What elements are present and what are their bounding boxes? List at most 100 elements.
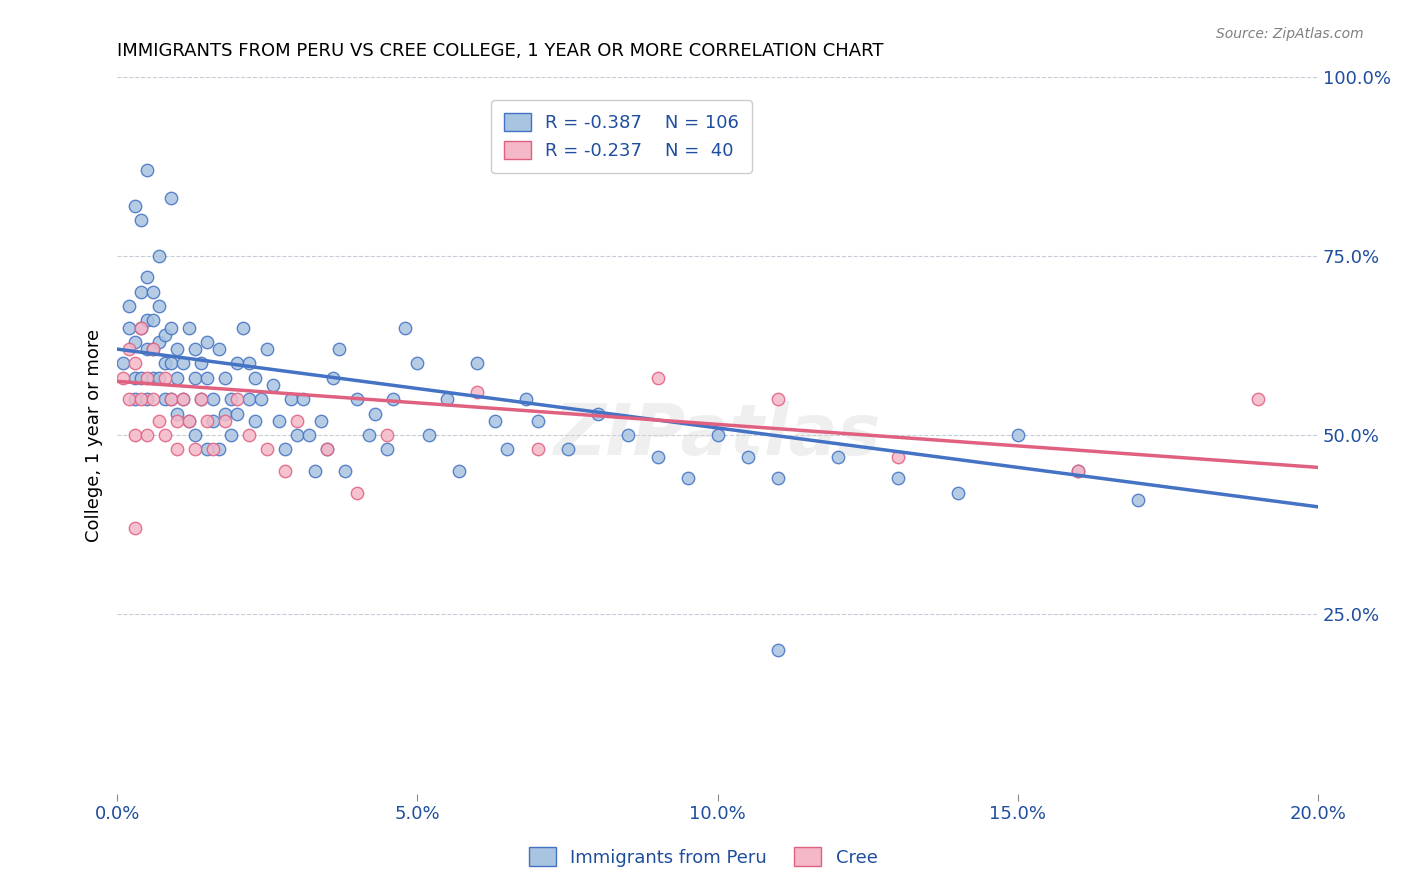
Point [232, 320, 254, 334]
Point [1126, 492, 1149, 507]
Point [184, 371, 207, 385]
Point [226, 407, 249, 421]
Point [238, 392, 260, 407]
Point [208, 442, 231, 457]
Point [124, 521, 146, 535]
Point [214, 407, 236, 421]
Point [737, 450, 759, 464]
Point [136, 392, 159, 407]
Point [129, 213, 152, 227]
Point [262, 378, 284, 392]
Point [112, 356, 135, 370]
Point [298, 428, 321, 442]
Point [766, 471, 789, 485]
Point [515, 392, 537, 407]
Point [184, 428, 207, 442]
Point [142, 313, 165, 327]
Point [124, 356, 146, 370]
Point [160, 392, 183, 407]
Legend: R = -0.387    N = 106, R = -0.237    N =  40: R = -0.387 N = 106, R = -0.237 N = 40 [491, 100, 752, 173]
Point [285, 428, 308, 442]
Point [136, 428, 159, 442]
Point [328, 342, 350, 356]
Point [202, 414, 225, 428]
Point [129, 392, 152, 407]
Point [364, 407, 387, 421]
Point [250, 392, 273, 407]
Point [887, 450, 910, 464]
Point [827, 450, 849, 464]
Point [118, 320, 141, 334]
Point [219, 428, 242, 442]
Point [160, 392, 183, 407]
Point [148, 371, 170, 385]
Point [335, 464, 357, 478]
Point [256, 442, 278, 457]
Point [195, 371, 218, 385]
Point [129, 371, 152, 385]
Point [155, 371, 177, 385]
Point [285, 414, 308, 428]
Point [647, 450, 669, 464]
Point [256, 342, 278, 356]
Point [346, 392, 368, 407]
Point [557, 442, 579, 457]
Point [202, 442, 225, 457]
Point [706, 428, 728, 442]
Point [214, 414, 236, 428]
Point [142, 285, 165, 299]
Point [526, 442, 548, 457]
Point [1067, 464, 1090, 478]
Point [155, 428, 177, 442]
Point [166, 407, 188, 421]
Point [292, 392, 315, 407]
Point [496, 442, 519, 457]
Point [142, 342, 165, 356]
Point [172, 392, 194, 407]
Text: Source: ZipAtlas.com: Source: ZipAtlas.com [1216, 27, 1364, 41]
Point [172, 392, 194, 407]
Point [129, 285, 152, 299]
Point [179, 414, 201, 428]
Point [766, 392, 789, 407]
Point [155, 327, 177, 342]
Point [166, 371, 188, 385]
Point [155, 392, 177, 407]
Point [190, 392, 212, 407]
Point [118, 392, 141, 407]
Point [129, 320, 152, 334]
Point [124, 334, 146, 349]
Point [484, 414, 506, 428]
Point [136, 342, 159, 356]
Point [142, 392, 165, 407]
Point [148, 249, 170, 263]
Point [136, 162, 159, 177]
Point [142, 371, 165, 385]
Point [172, 356, 194, 370]
Point [184, 442, 207, 457]
Point [887, 471, 910, 485]
Point [467, 356, 489, 370]
Point [112, 371, 135, 385]
Point [160, 192, 183, 206]
Point [124, 392, 146, 407]
Point [377, 428, 399, 442]
Point [526, 414, 548, 428]
Legend: Immigrants from Peru, Cree: Immigrants from Peru, Cree [522, 840, 884, 874]
Point [946, 485, 969, 500]
Point [166, 414, 188, 428]
Point [316, 442, 339, 457]
Point [124, 428, 146, 442]
Point [184, 342, 207, 356]
Point [418, 428, 440, 442]
Text: ZIPatlas: ZIPatlas [554, 401, 882, 469]
Point [118, 342, 141, 356]
Point [238, 428, 260, 442]
Point [647, 371, 669, 385]
Point [449, 464, 471, 478]
Point [148, 299, 170, 313]
Point [1247, 392, 1270, 407]
Point [1067, 464, 1090, 478]
Point [226, 392, 249, 407]
Point [195, 334, 218, 349]
